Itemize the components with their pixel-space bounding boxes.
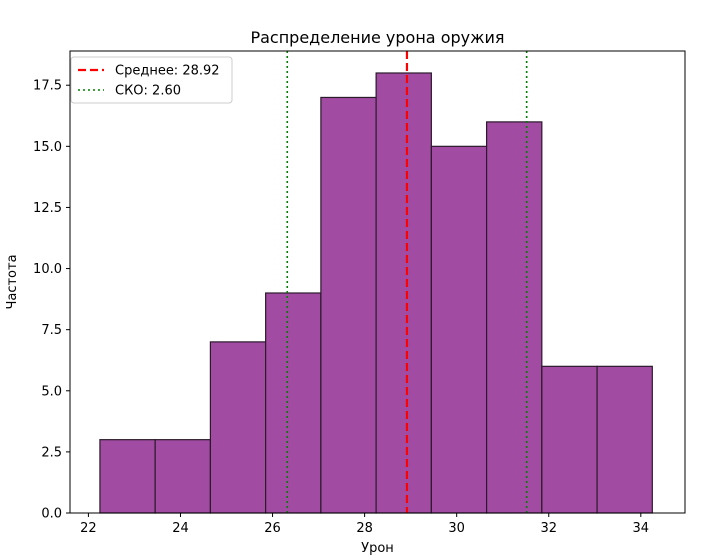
legend-std-label: СКО: 2.60	[115, 84, 181, 99]
x-ticks-group: 22 24 26 28 30 32 34	[80, 513, 649, 536]
histogram-bar	[320, 96, 377, 514]
histogram-bar	[485, 121, 543, 514]
y-ticks-group: 0.0 2.5 5.0 7.5 10.0 12.5 15.0 17.5	[33, 79, 70, 522]
y-tick-label: 5.0	[41, 384, 62, 399]
plot-frame	[69, 50, 686, 514]
histogram-bar	[154, 439, 212, 514]
y-tick-label: 15.0	[33, 140, 62, 155]
histogram-bar	[209, 341, 267, 514]
y-tick-label: 10.0	[33, 262, 62, 277]
legend: Среднее: 28.92 СКО: 2.60	[70, 56, 233, 104]
x-tick-label: 34	[633, 521, 650, 536]
x-tick-label: 32	[540, 521, 557, 536]
x-tick-label: 22	[80, 521, 97, 536]
histogram-bar	[596, 365, 653, 514]
legend-box	[70, 56, 233, 104]
legend-mean-label: Среднее: 28.92	[115, 64, 220, 79]
x-tick-label: 26	[264, 521, 281, 536]
reference-lines-group	[286, 51, 528, 513]
y-tick-label: 17.5	[33, 79, 62, 94]
histogram-bar	[375, 72, 432, 514]
x-axis-label: Урон	[361, 541, 394, 556]
y-tick-label: 7.5	[41, 323, 62, 338]
y-tick-label: 2.5	[41, 445, 62, 460]
y-tick-label: 0.0	[41, 507, 62, 522]
chart-title: Распределение урона оружия	[250, 28, 504, 47]
x-tick-label: 28	[356, 521, 373, 536]
histogram-bar	[430, 145, 488, 514]
y-tick-label: 12.5	[33, 201, 62, 216]
x-tick-label: 24	[172, 521, 189, 536]
bars-group	[99, 72, 653, 514]
y-axis-label: Частота	[5, 254, 20, 309]
histogram-bar	[541, 365, 598, 514]
x-tick-label: 30	[448, 521, 465, 536]
histogram-bar	[265, 292, 322, 514]
histogram-bar	[99, 439, 156, 514]
